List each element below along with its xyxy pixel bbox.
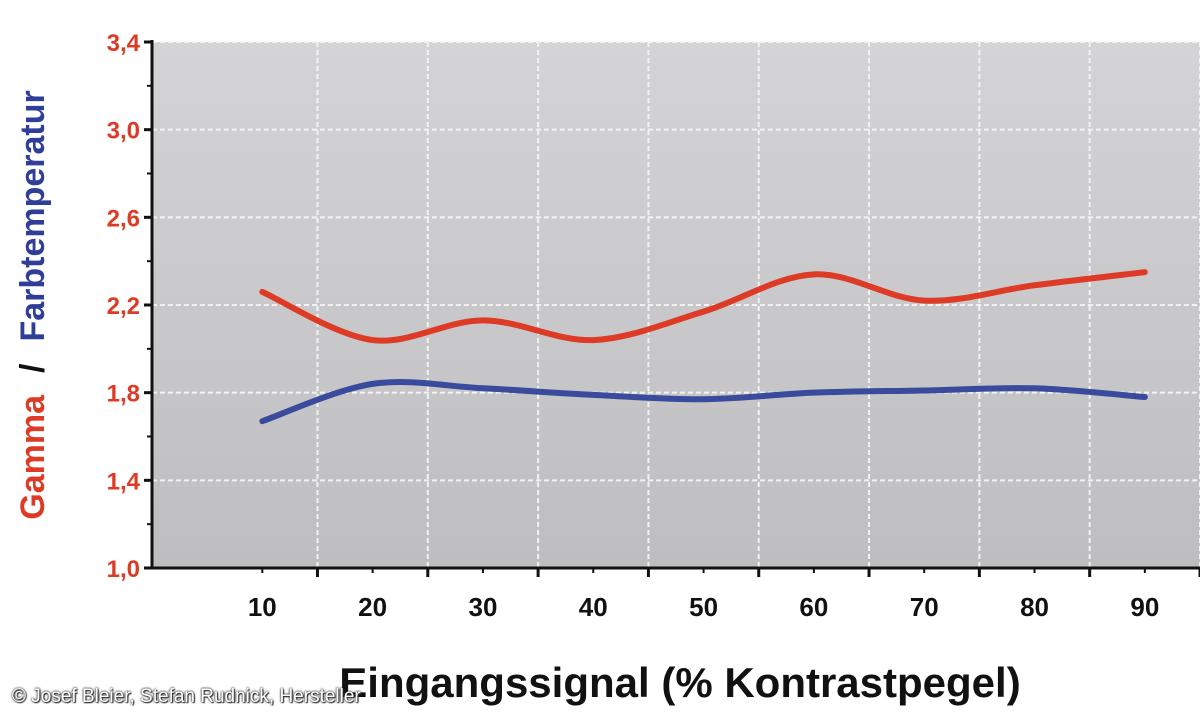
x-tick-label: 60 bbox=[799, 592, 828, 622]
y-label-farbtemperatur: Farbtemperatur bbox=[14, 90, 52, 341]
x-tick-label: 20 bbox=[358, 592, 387, 622]
y-tick-label: 1,8 bbox=[107, 381, 140, 408]
x-tick-label: 10 bbox=[248, 592, 277, 622]
series-line-1 bbox=[259, 269, 1148, 344]
x-tick-labels: 10 20 30 40 50 60 70 80 90 bbox=[248, 592, 1159, 622]
series-line-2 bbox=[259, 379, 1148, 425]
axes bbox=[144, 40, 1200, 577]
x-tick-label: 80 bbox=[1020, 592, 1049, 622]
y-tick-labels: 1,0 1,4 1,8 2,2 2,6 3,0 3,4 bbox=[107, 30, 141, 583]
x-tick-label: 90 bbox=[1130, 592, 1159, 622]
y-tick-label: 2,2 bbox=[107, 293, 140, 320]
image-credit: © Josef Bleier, Stefan Rudnick, Herstell… bbox=[12, 686, 361, 707]
x-tick-label: 50 bbox=[689, 592, 718, 622]
y-tick-label: 2,6 bbox=[107, 205, 140, 232]
series-lines bbox=[259, 269, 1148, 425]
x-axis-label: Eingangssignal (% Kontrastpegel) bbox=[339, 659, 1020, 706]
grid bbox=[152, 41, 1200, 568]
y-tick-label: 3,4 bbox=[107, 30, 141, 57]
y-tick-label: 1,0 bbox=[107, 556, 140, 583]
y-label-gamma: Gamma bbox=[14, 394, 52, 520]
y-tick-label: 3,0 bbox=[107, 118, 140, 145]
x-tick-label: 30 bbox=[468, 592, 497, 622]
y-tick-label: 1,4 bbox=[107, 468, 141, 495]
x-tick-label: 70 bbox=[910, 592, 939, 622]
y-axis-label: Gamma / Farbtemperatur bbox=[14, 90, 52, 519]
x-tick-label: 40 bbox=[579, 592, 608, 622]
y-label-separator: / bbox=[14, 363, 52, 373]
